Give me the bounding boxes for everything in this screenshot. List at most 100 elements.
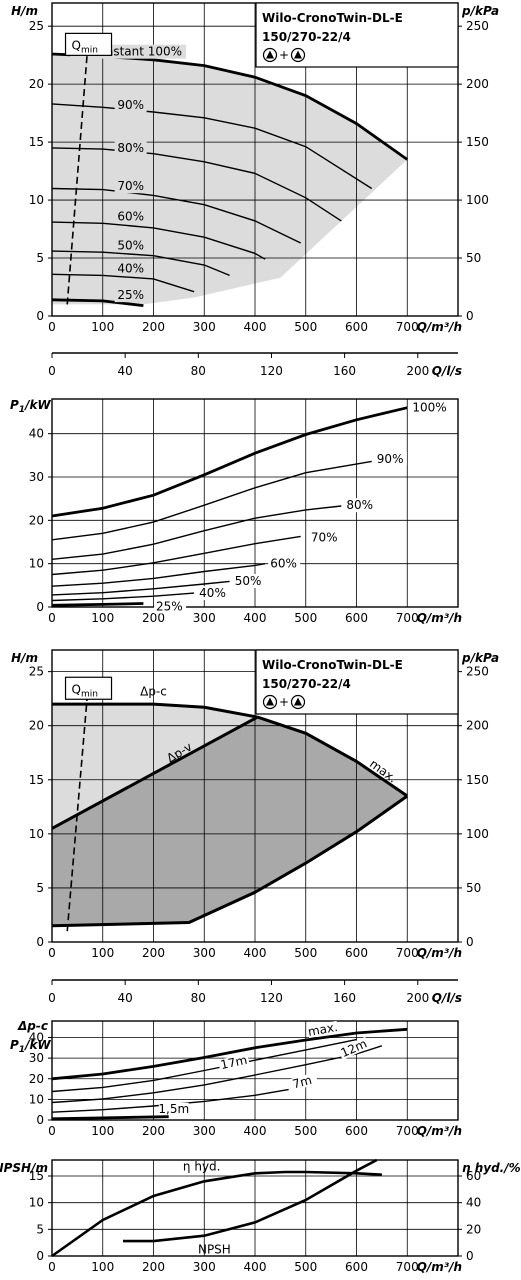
power-speed-curve-5 — [51, 580, 230, 596]
head-speed-series-label-5: 50% — [117, 238, 144, 252]
power-control-xtick-4: 400 — [244, 1124, 267, 1138]
power-speed-series-label-1: 90% — [377, 452, 404, 466]
npsh-efficiency-xtick-2: 200 — [142, 1260, 165, 1274]
head-control-xtick-7: 700 — [396, 946, 419, 960]
power-speed-curve-7 — [51, 602, 144, 607]
head-control-xtick-3: 300 — [193, 946, 216, 960]
power-control-xlabel: Q/m³/h — [417, 1124, 462, 1138]
head-speed-curve-1 — [51, 103, 373, 190]
head-control-series-label-0: Δp-c — [140, 684, 167, 698]
power-speed-label-bg-0 — [410, 400, 443, 415]
head-control-xtick-0: 0 — [48, 946, 56, 960]
npsh-efficiency-ylabel-right: η hyd./% — [462, 1161, 521, 1175]
head-speed-xtick-3: 300 — [193, 320, 216, 334]
head-control-ytick-right-3: 150 — [466, 773, 489, 787]
head-speed-xtick-4: 400 — [244, 320, 267, 334]
power-speed-curve-2 — [51, 505, 342, 560]
power-control-label-bg-1 — [217, 1053, 250, 1072]
power-control-xtick-1: 100 — [91, 1124, 114, 1138]
npsh-efficiency-ytick-right-2: 40 — [466, 1196, 481, 1210]
head-speed-label-bg-1 — [114, 98, 147, 113]
head-control-curve-2 — [257, 715, 409, 798]
flow-ls-2-tick-4: 160 — [333, 991, 356, 1005]
head-speed-ytick-right-0: 0 — [466, 309, 474, 323]
head-control-ytick-right-1: 50 — [466, 881, 481, 895]
power-speed-xtick-5: 500 — [294, 611, 317, 625]
power-speed-series-label-3: 70% — [311, 531, 338, 545]
power-speed-curve-3 — [51, 535, 301, 576]
npsh-efficiency-series-label-0: η hyd. — [183, 1159, 221, 1173]
power-control-ylabel: P1/kW — [10, 1038, 51, 1055]
flow-ls-tick-5: 200 — [406, 364, 429, 378]
head-control-curve-3 — [51, 794, 409, 928]
head-control-pump-icon-2-triangle — [294, 697, 302, 706]
head-control-qmin-box — [64, 676, 113, 700]
power-control-label-bg-3 — [286, 1072, 319, 1092]
head-speed-operating-region — [52, 54, 408, 305]
head-control-region-dpv — [52, 717, 408, 926]
power-control-frame — [51, 1020, 459, 1121]
head-control-title: Wilo-CronoTwin-DL-E — [262, 658, 403, 672]
head-speed-label-bg-2 — [114, 140, 147, 155]
power-speed-label-bg-7 — [154, 599, 187, 614]
npsh-efficiency-xtick-5: 500 — [294, 1260, 317, 1274]
npsh-efficiency-ytick-left-3: 15 — [29, 1169, 44, 1183]
power-speed-series-label-2: 80% — [346, 498, 373, 512]
power-control-xtick-2: 200 — [142, 1124, 165, 1138]
flow-ls-2-tick-3: 120 — [260, 991, 283, 1005]
head-speed-curve-6 — [51, 273, 195, 293]
power-speed-xtick-4: 400 — [244, 611, 267, 625]
head-control-xtick-6: 600 — [345, 946, 368, 960]
power-speed-xtick-6: 600 — [345, 611, 368, 625]
head-control-region-dpc — [52, 704, 258, 829]
power-speed-xtick-1: 100 — [91, 611, 114, 625]
head-speed-ylabel-left: H/m — [11, 4, 38, 18]
head-speed-title-box — [255, 2, 459, 68]
head-control-qmin-label: Qmin — [72, 682, 98, 699]
power-control-xtick-3: 300 — [193, 1124, 216, 1138]
head-control-ylabel-left: H/m — [11, 651, 38, 665]
head-speed-ytick-left-2: 10 — [29, 193, 44, 207]
head-control-ytick-left-1: 5 — [36, 881, 44, 895]
power-control-label-bg-4 — [158, 1102, 189, 1115]
head-speed-ytick-right-4: 200 — [466, 77, 489, 91]
head-speed-ytick-left-5: 25 — [29, 19, 44, 33]
power-control-series-label-4: 1,5m — [158, 1102, 189, 1116]
flow-ls-2-tick-1: 40 — [118, 991, 133, 1005]
head-speed-label-bg-7 — [114, 288, 147, 303]
head-control-ytick-left-5: 25 — [29, 665, 44, 679]
power-control-xtick-6: 600 — [345, 1124, 368, 1138]
head-control-ytick-right-5: 250 — [466, 665, 489, 679]
power-control-curve-1 — [51, 1038, 357, 1093]
head-speed-curve-5 — [51, 250, 230, 277]
head-control-curve-0 — [52, 702, 258, 719]
power-control-ytick-left-4: 40 — [29, 1031, 44, 1045]
flow-ls-2-tick-0: 0 — [48, 991, 56, 1005]
head-speed-frame — [51, 2, 459, 317]
power-control-label-bg-0 — [307, 1020, 339, 1038]
power-speed-series-label-7: 25% — [156, 600, 183, 614]
head-control-legend-plus: + — [279, 695, 289, 709]
power-speed-label-bg-6 — [197, 586, 230, 601]
head-speed-ytick-right-1: 50 — [466, 251, 481, 265]
head-speed-xtick-7: 700 — [396, 320, 419, 334]
power-speed-curve-6 — [51, 592, 195, 602]
head-control-curve-1 — [51, 715, 259, 830]
npsh-efficiency-xtick-1: 100 — [91, 1260, 114, 1274]
power-speed-curve-4 — [51, 563, 266, 587]
head-control-pump-icon-1-triangle — [266, 697, 274, 706]
head-speed-series-label-4: 60% — [117, 209, 144, 223]
head-control-ytick-right-4: 200 — [466, 719, 489, 733]
power-speed-series-label-4: 60% — [270, 557, 297, 571]
flow-ls-tick-2: 80 — [191, 364, 206, 378]
head-speed-label-bg-5 — [114, 238, 147, 253]
power-control-series-label-3: 7m — [291, 1073, 313, 1092]
npsh-efficiency-ytick-right-3: 60 — [466, 1169, 481, 1183]
head-speed-xtick-0: 0 — [48, 320, 56, 334]
power-speed-ytick-left-1: 10 — [29, 557, 44, 571]
head-speed-xlabel: Q/m³/h — [417, 320, 462, 334]
head-control-xtick-5: 500 — [294, 946, 317, 960]
power-speed-xtick-2: 200 — [142, 611, 165, 625]
flow-ls-2-tick-5: 200 — [406, 991, 429, 1005]
head-speed-xtick-5: 500 — [294, 320, 317, 334]
